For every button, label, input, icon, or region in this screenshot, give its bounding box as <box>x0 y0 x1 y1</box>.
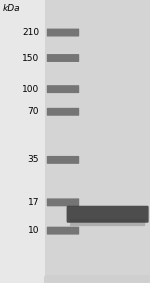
Bar <box>45 278 150 282</box>
Text: 70: 70 <box>27 107 39 116</box>
Bar <box>45 277 150 281</box>
Bar <box>45 277 150 280</box>
Bar <box>45 279 150 282</box>
Bar <box>45 277 150 280</box>
Bar <box>45 278 150 282</box>
FancyBboxPatch shape <box>47 108 79 116</box>
Bar <box>45 278 150 282</box>
Bar <box>45 279 150 282</box>
Bar <box>45 279 150 283</box>
Bar <box>45 278 150 281</box>
Bar <box>45 276 150 280</box>
Bar <box>45 276 150 280</box>
Text: 150: 150 <box>22 53 39 63</box>
FancyBboxPatch shape <box>47 198 79 206</box>
Bar <box>45 278 150 281</box>
FancyBboxPatch shape <box>67 206 149 223</box>
Bar <box>45 277 150 281</box>
Bar <box>45 276 150 280</box>
Bar <box>45 278 150 282</box>
Bar <box>45 277 150 280</box>
Bar <box>45 279 150 283</box>
Bar <box>45 277 150 280</box>
Bar <box>45 279 150 282</box>
Bar <box>45 279 150 283</box>
Bar <box>45 278 150 282</box>
Bar <box>45 278 150 281</box>
Bar <box>45 276 150 280</box>
Bar <box>45 276 150 280</box>
Text: 100: 100 <box>22 85 39 94</box>
Bar <box>45 278 150 282</box>
Bar <box>45 276 150 280</box>
FancyBboxPatch shape <box>47 227 79 235</box>
Bar <box>45 279 150 283</box>
Bar <box>45 278 150 282</box>
Bar <box>45 278 150 282</box>
Bar <box>45 276 150 280</box>
Bar <box>45 278 150 282</box>
Bar <box>45 276 150 280</box>
Bar <box>45 277 150 280</box>
Bar <box>45 277 150 281</box>
Bar <box>45 279 150 282</box>
Bar <box>45 277 150 280</box>
Text: 210: 210 <box>22 28 39 37</box>
Bar <box>45 280 150 283</box>
Bar <box>45 277 150 280</box>
Bar <box>45 276 150 280</box>
Bar <box>45 278 150 282</box>
Bar <box>45 277 150 281</box>
Bar <box>45 277 150 280</box>
Bar <box>45 279 150 283</box>
Bar <box>45 279 150 282</box>
Bar <box>45 278 150 281</box>
Bar <box>45 279 150 282</box>
Bar <box>45 277 150 281</box>
Bar <box>45 276 150 280</box>
Bar <box>45 0 150 283</box>
Bar <box>45 277 150 280</box>
Bar <box>45 277 150 281</box>
Bar <box>45 279 150 282</box>
Text: 35: 35 <box>27 155 39 164</box>
Bar <box>45 279 150 283</box>
Bar <box>45 278 150 281</box>
Bar <box>45 278 150 282</box>
Bar <box>45 279 150 282</box>
Bar <box>45 278 150 281</box>
FancyBboxPatch shape <box>47 85 79 93</box>
Bar <box>45 277 150 281</box>
Bar <box>45 277 150 281</box>
FancyBboxPatch shape <box>70 219 145 226</box>
Bar <box>45 279 150 283</box>
Bar <box>45 278 150 282</box>
FancyBboxPatch shape <box>47 29 79 37</box>
FancyBboxPatch shape <box>47 54 79 62</box>
Text: kDa: kDa <box>3 4 21 13</box>
Bar <box>45 276 150 280</box>
Bar <box>45 276 150 280</box>
Bar <box>45 276 150 280</box>
Bar <box>45 278 150 282</box>
Bar <box>45 279 150 282</box>
Bar <box>45 278 150 281</box>
Bar <box>45 279 150 283</box>
Bar <box>45 279 150 283</box>
Bar <box>45 278 150 282</box>
Text: 17: 17 <box>27 198 39 207</box>
Bar <box>45 278 150 281</box>
Bar <box>45 278 150 282</box>
Bar <box>45 279 150 282</box>
Bar <box>45 277 150 281</box>
Bar <box>45 276 150 280</box>
Bar <box>45 277 150 280</box>
Bar <box>45 277 150 281</box>
Bar <box>45 278 150 281</box>
Bar <box>45 278 150 282</box>
Text: 10: 10 <box>27 226 39 235</box>
FancyBboxPatch shape <box>47 156 79 164</box>
Bar <box>45 276 150 280</box>
